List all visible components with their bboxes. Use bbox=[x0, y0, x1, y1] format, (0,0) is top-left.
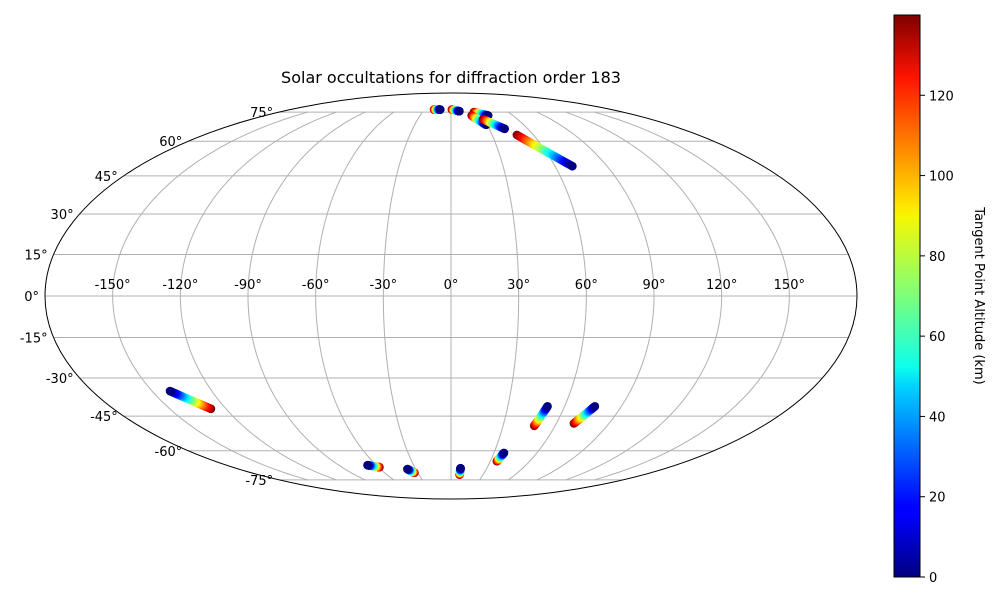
occultation-point bbox=[455, 106, 464, 116]
longitude-tick-label: 30° bbox=[507, 278, 530, 293]
longitude-gridline bbox=[536, 111, 655, 481]
latitude-tick-label: 60° bbox=[159, 135, 182, 150]
longitude-gridline bbox=[382, 111, 423, 481]
latitude-tick-label: 0° bbox=[24, 290, 39, 305]
longitude-tick-label: 60° bbox=[575, 278, 598, 293]
latitude-tick-label: 75° bbox=[250, 106, 273, 121]
colorbar-tick-label: 80 bbox=[929, 250, 946, 265]
longitude-tick-labels: -150° -120° -90° -60° -30° 0° 30° 60° 90° 120° 150… bbox=[95, 278, 805, 293]
longitude-tick-label: 90° bbox=[642, 278, 665, 293]
occultation-point bbox=[165, 386, 175, 396]
latitude-tick-label: 30° bbox=[51, 208, 74, 223]
longitude-tick-label: -90° bbox=[234, 278, 262, 293]
graticule bbox=[45, 111, 857, 481]
longitude-tick-label: -60° bbox=[302, 278, 330, 293]
latitude-tick-label: -30° bbox=[46, 372, 74, 387]
colorbar: 0 20 40 60 80 100 120 Tangent Point Altitude (… bbox=[893, 14, 986, 586]
latitude-tick-labels: -75° -60° -45° -30° -15° 0° 15° 30° 45° 60° 75° bbox=[20, 106, 273, 489]
longitude-gridline bbox=[315, 111, 395, 481]
colorbar-gradient bbox=[893, 14, 921, 578]
occultation-points bbox=[165, 105, 600, 479]
latitude-tick-label: -15° bbox=[20, 332, 48, 347]
latitude-tick-label: -75° bbox=[245, 474, 273, 489]
map-boundary bbox=[44, 92, 858, 500]
occultation-point bbox=[568, 161, 577, 171]
occultation-point bbox=[403, 464, 412, 474]
occultation-point bbox=[500, 124, 510, 134]
occultation-point bbox=[435, 105, 445, 114]
colorbar-tick-label: 60 bbox=[929, 330, 946, 345]
occultation-point bbox=[590, 401, 600, 411]
longitude-tick-label: -120° bbox=[162, 278, 198, 293]
longitude-tick-label: 150° bbox=[774, 278, 805, 293]
longitude-tick-label: 0° bbox=[444, 278, 459, 293]
longitude-tick-label: -150° bbox=[95, 278, 131, 293]
longitude-gridline bbox=[112, 111, 308, 481]
longitude-gridline bbox=[565, 111, 723, 481]
latitude-tick-label: 15° bbox=[25, 248, 48, 263]
colorbar-tick-label: 100 bbox=[929, 170, 954, 185]
longitude-gridline bbox=[479, 111, 520, 481]
latitude-tick-label: 45° bbox=[95, 170, 118, 185]
longitude-gridline bbox=[179, 111, 337, 481]
longitude-gridline bbox=[247, 111, 366, 481]
longitude-gridline bbox=[594, 111, 790, 481]
occultation-point bbox=[543, 401, 552, 411]
occultation-point bbox=[363, 460, 372, 470]
chart-title: Solar occultations for diffraction order… bbox=[281, 68, 621, 87]
longitude-gridline bbox=[507, 111, 587, 481]
colorbar-tick-label: 120 bbox=[929, 89, 954, 104]
longitude-tick-label: -30° bbox=[369, 278, 397, 293]
colorbar-tick-label: 0 bbox=[929, 571, 937, 586]
colorbar-ticks: 0 20 40 60 80 100 120 bbox=[920, 89, 954, 586]
longitude-tick-label: 120° bbox=[706, 278, 737, 293]
colorbar-tick-label: 20 bbox=[929, 491, 946, 506]
occultation-point bbox=[499, 448, 509, 458]
colorbar-tick-label: 40 bbox=[929, 410, 946, 425]
occultation-point bbox=[456, 463, 465, 473]
latitude-tick-label: -45° bbox=[90, 410, 118, 425]
colorbar-label: Tangent Point Altitude (km) bbox=[971, 206, 986, 384]
latitude-tick-label: -60° bbox=[155, 445, 183, 460]
